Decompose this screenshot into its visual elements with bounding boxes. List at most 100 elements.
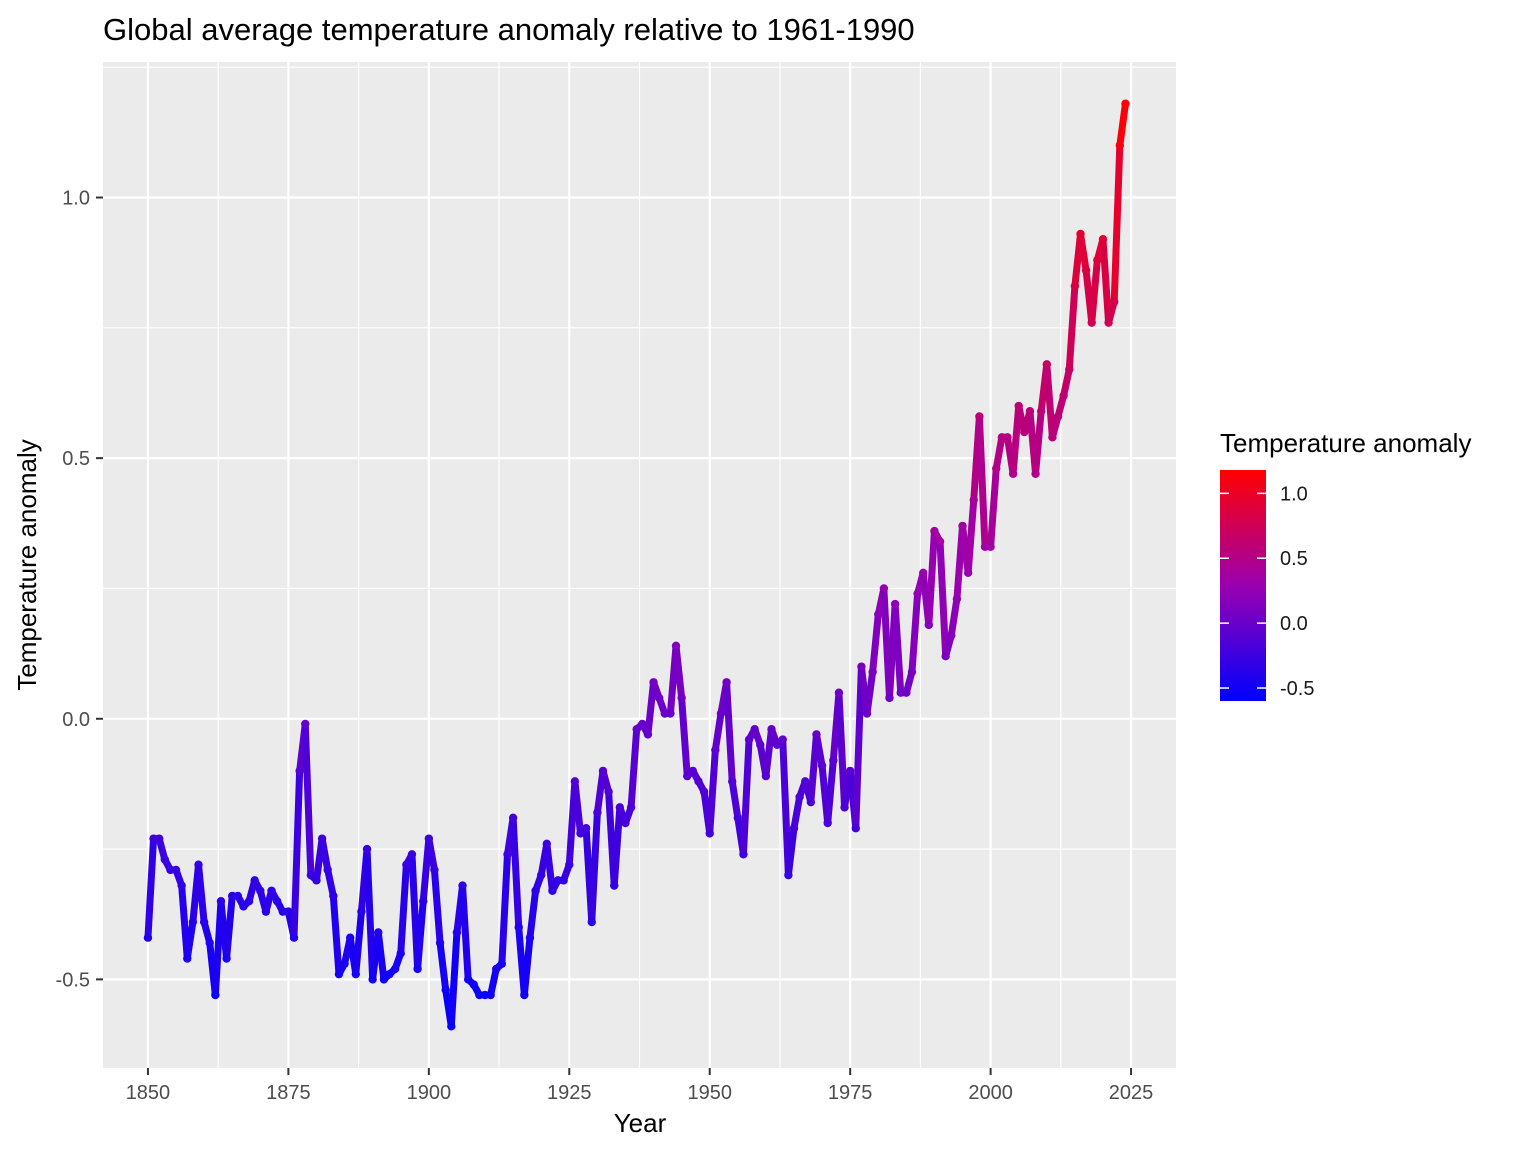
data-point: [424, 834, 434, 843]
data-point: [615, 803, 625, 812]
line-segment: [414, 897, 427, 973]
x-tick-label: 2025: [1109, 1082, 1154, 1104]
line-segment: [329, 892, 343, 978]
data-point: [890, 599, 900, 609]
data-point: [272, 897, 282, 906]
data-point: [699, 787, 709, 796]
line-segment: [824, 756, 837, 827]
line-segment: [183, 918, 197, 963]
line-segment: [1076, 230, 1090, 274]
data-point: [969, 495, 978, 505]
data-point: [233, 891, 243, 901]
data-point: [452, 928, 462, 937]
data-point: [643, 730, 653, 739]
data-point: [211, 990, 220, 1000]
data-point: [772, 740, 782, 750]
data-point: [632, 724, 641, 734]
data-point: [941, 652, 950, 661]
line-segment: [863, 668, 877, 718]
line-segment: [447, 928, 461, 1030]
data-point: [851, 824, 860, 833]
line-segment: [891, 600, 905, 697]
data-point: [514, 923, 523, 932]
line-segment: [352, 908, 365, 978]
data-point: [756, 740, 765, 750]
data-point: [576, 829, 585, 838]
line-segment: [588, 809, 601, 926]
data-point: [1110, 297, 1119, 306]
x-axis-title: Year: [614, 1108, 667, 1138]
y-tick-label: -0.5: [56, 969, 90, 991]
x-tick-label: 1900: [407, 1082, 452, 1104]
x-tick-label: 1875: [266, 1082, 311, 1104]
data-point: [1087, 318, 1096, 327]
data-point: [385, 969, 394, 979]
line-segment: [520, 934, 534, 999]
data-point: [952, 594, 962, 604]
data-point: [565, 860, 574, 869]
data-point: [508, 813, 518, 823]
data-point: [312, 876, 321, 885]
data-point: [705, 829, 714, 838]
data-point: [930, 526, 939, 536]
legend-tick-label: 1.0: [1280, 483, 1308, 505]
data-point: [868, 667, 877, 677]
data-point: [183, 954, 192, 963]
line-segment: [436, 939, 450, 994]
x-tick-label: 1850: [126, 1082, 171, 1104]
line-segment: [936, 538, 950, 660]
data-point: [396, 949, 405, 958]
axis-ticks: [96, 196, 1133, 1075]
legend-colorbar: [1220, 470, 1266, 701]
data-point: [840, 803, 849, 812]
data-point: [267, 886, 276, 895]
data-point: [188, 917, 198, 927]
data-point: [525, 933, 535, 942]
data-point: [767, 724, 776, 734]
line-segment: [987, 465, 1000, 551]
data-point: [638, 719, 647, 729]
line-segment: [526, 887, 540, 942]
data-point: [362, 844, 372, 854]
data-point: [222, 954, 231, 963]
data-point: [1065, 365, 1074, 374]
data-point: [1070, 281, 1080, 291]
data-point: [1003, 433, 1012, 442]
data-point: [986, 542, 995, 551]
data-point: [823, 818, 832, 828]
line-segment: [835, 689, 849, 811]
data-point: [340, 959, 349, 968]
data-point: [716, 709, 726, 718]
data-point: [604, 787, 613, 796]
data-point: [1053, 412, 1063, 421]
data-point: [492, 964, 501, 974]
data-point: [711, 745, 720, 755]
y-tick-label: 0.0: [62, 709, 90, 731]
line-segment: [678, 694, 691, 780]
line-segment: [627, 725, 641, 811]
data-point: [789, 824, 799, 833]
line-segment: [869, 611, 882, 676]
line-segment: [1065, 282, 1079, 374]
x-tick-label: 1950: [687, 1082, 732, 1104]
data-point: [963, 568, 973, 578]
x-tick-label: 2000: [968, 1082, 1013, 1104]
data-point: [1121, 99, 1130, 108]
data-point: [143, 933, 153, 942]
data-point: [435, 938, 445, 948]
data-point: [879, 584, 889, 593]
line-segment: [706, 746, 719, 837]
data-point: [834, 688, 844, 697]
data-point: [306, 870, 316, 880]
data-point: [1025, 407, 1035, 416]
x-tick-label: 1925: [547, 1082, 592, 1104]
y-tick-labels: -0.5 0.0 0.5 1.0: [56, 188, 90, 992]
data-point: [542, 839, 552, 849]
line-segment: [1099, 235, 1113, 327]
data-point: [1042, 360, 1051, 369]
chart-title: Global average temperature anomaly relat…: [103, 12, 915, 47]
legend-tick-label: 0.5: [1280, 548, 1308, 570]
data-point: [727, 777, 737, 786]
data-point: [733, 813, 743, 823]
